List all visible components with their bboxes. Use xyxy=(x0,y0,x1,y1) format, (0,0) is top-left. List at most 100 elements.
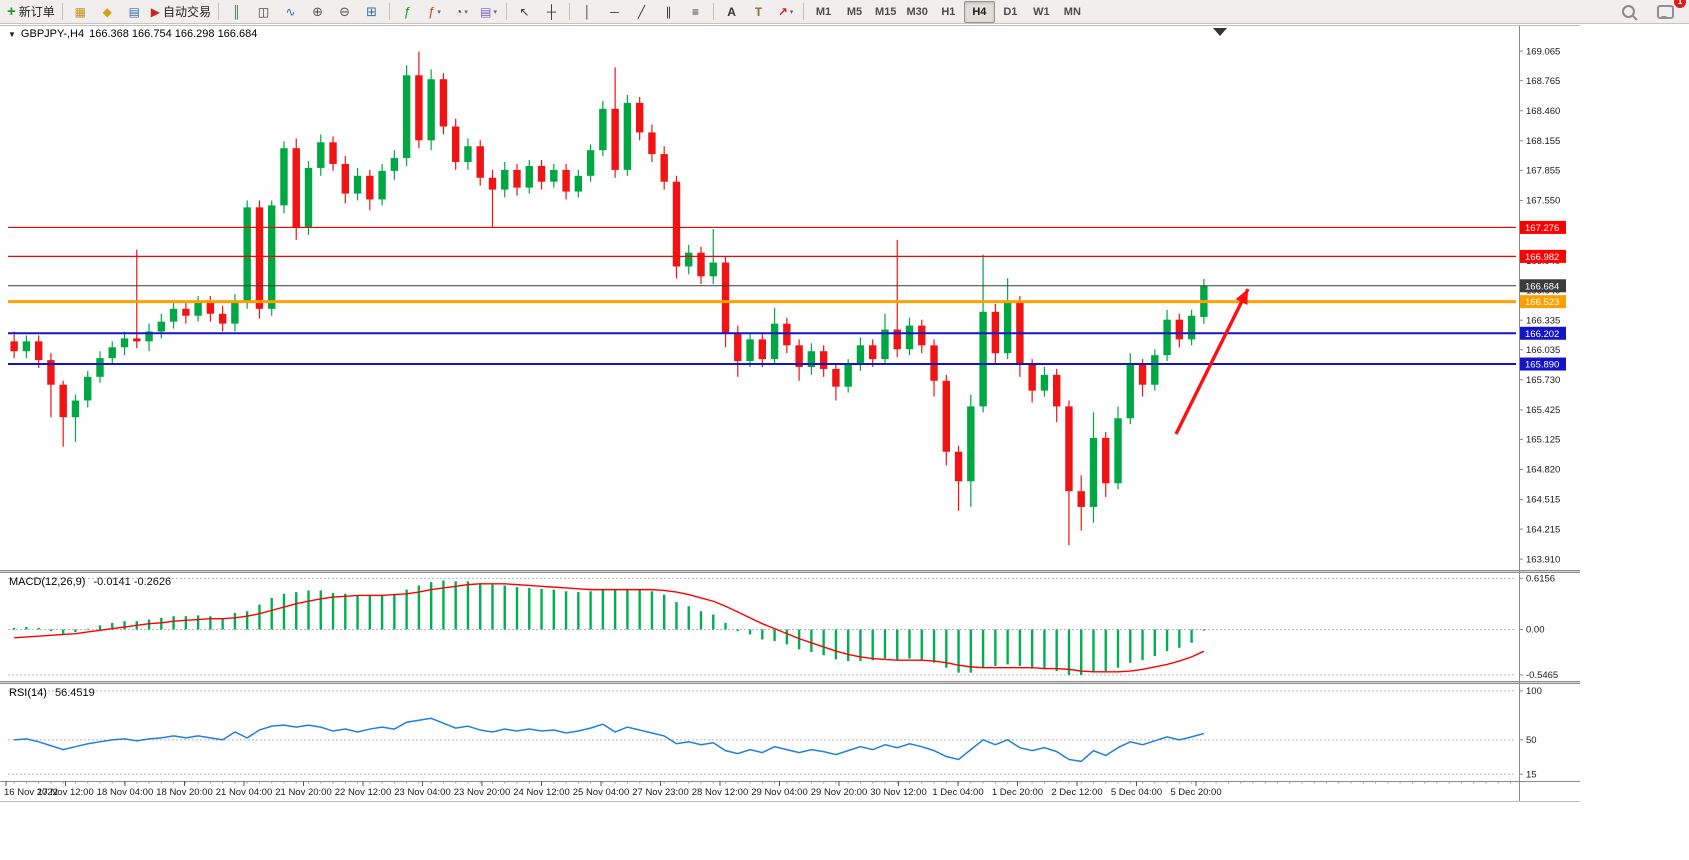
crosshair-icon: ┼ xyxy=(546,4,557,19)
price-axis: 169.065 168.765 168.460 168.155 167.855 167.5… xyxy=(1519,46,1566,565)
svg-text:168.460: 168.460 xyxy=(1526,106,1560,117)
text-label-button[interactable]: T xyxy=(745,1,772,23)
chart-header: ▼ GBPJPY-,H4 166.368 166.754 166.298 166… xyxy=(8,28,257,40)
horizontal-line-button[interactable]: ─ xyxy=(601,1,628,23)
indicators-button[interactable]: ƒ xyxy=(394,1,421,23)
timeframe-H1-button[interactable]: H1 xyxy=(941,5,956,18)
add-indicator-icon: ƒ xyxy=(428,4,436,19)
svg-text:25 Nov 04:00: 25 Nov 04:00 xyxy=(573,787,630,798)
chevron-down-icon: ▾ xyxy=(464,8,468,16)
vertical-line-icon: │ xyxy=(583,4,592,19)
new-chart-button[interactable]: ▦ xyxy=(67,1,94,23)
svg-text:30 Nov 12:00: 30 Nov 12:00 xyxy=(870,787,927,798)
svg-text:22 Nov 12:00: 22 Nov 12:00 xyxy=(335,787,392,798)
svg-text:167.550: 167.550 xyxy=(1526,196,1560,207)
one-click-trading-icon[interactable]: ▼ xyxy=(8,29,16,39)
candles-layer xyxy=(10,51,1208,546)
svg-text:21 Nov 20:00: 21 Nov 20:00 xyxy=(275,787,332,798)
timeframe-W1-button[interactable]: W1 xyxy=(1033,5,1050,18)
chevron-down-icon: ▾ xyxy=(437,8,441,16)
profiles-button[interactable]: ◆ xyxy=(94,1,121,23)
timeframe-H4-button[interactable]: H4 xyxy=(963,0,995,23)
chart-line-button[interactable]: ∿ xyxy=(277,1,304,23)
trend-arrow[interactable] xyxy=(1174,288,1250,435)
macd-values: -0.0141 -0.2626 xyxy=(93,576,172,588)
svg-text:164.215: 164.215 xyxy=(1526,524,1560,535)
svg-text:165.425: 165.425 xyxy=(1526,405,1560,416)
timeframe-MN-button[interactable]: MN xyxy=(1063,5,1081,18)
svg-text:164.515: 164.515 xyxy=(1526,495,1560,506)
add-indicator-button[interactable]: ƒ ▾ xyxy=(421,1,448,23)
equidistant-channel-button[interactable]: ∥ xyxy=(655,1,682,23)
notifications-button[interactable]: 1 xyxy=(1652,0,1686,23)
svg-text:168.765: 168.765 xyxy=(1526,76,1560,87)
timeframe-M30-button[interactable]: M30 xyxy=(906,5,928,18)
vertical-line-button[interactable]: │ xyxy=(574,1,601,23)
svg-text:18 Nov 04:00: 18 Nov 04:00 xyxy=(97,787,154,798)
templates-button[interactable]: ▤ ▾ xyxy=(475,1,502,23)
zoom-in-button[interactable]: ⊕ xyxy=(304,1,331,23)
timeframe-M1-button[interactable]: M1 xyxy=(815,5,832,18)
macd-signal-line xyxy=(14,583,1205,673)
rsi-name: RSI(14) xyxy=(9,687,47,699)
chart-ohlc-values: 166.368 166.754 166.298 166.684 xyxy=(89,28,258,40)
svg-text:-0.5465: -0.5465 xyxy=(1526,670,1558,681)
search-button[interactable] xyxy=(1615,1,1642,23)
svg-text:163.910: 163.910 xyxy=(1526,554,1560,565)
toolbar-separator xyxy=(61,3,63,20)
timeframe-D1-button[interactable]: D1 xyxy=(1003,5,1018,18)
svg-text:29 Nov 20:00: 29 Nov 20:00 xyxy=(811,787,868,798)
horizontal-level-lines[interactable] xyxy=(8,226,1516,366)
price-level-tag: 165.890 xyxy=(1520,357,1566,371)
timeframe-M5-button[interactable]: M5 xyxy=(846,5,863,18)
svg-text:166.982: 166.982 xyxy=(1525,252,1559,263)
svg-text:1 Dec 20:00: 1 Dec 20:00 xyxy=(992,787,1043,798)
new-order-icon: + xyxy=(7,3,16,20)
chart-candles-icon: ◫ xyxy=(257,4,270,19)
chart-bars-button[interactable]: ║ xyxy=(223,1,250,23)
toolbar-separator xyxy=(803,3,805,20)
market-watch-icon: ▤ xyxy=(128,4,140,19)
text-button[interactable]: A xyxy=(718,1,745,23)
auto-trading-icon: ▶ xyxy=(150,4,161,19)
chart-shift-marker[interactable] xyxy=(1213,28,1227,36)
fibonacci-button[interactable]: ≡ xyxy=(682,1,709,23)
svg-text:5 Dec 04:00: 5 Dec 04:00 xyxy=(1111,787,1162,798)
trendline-button[interactable]: ╱ xyxy=(628,1,655,23)
chevron-down-icon: ▾ xyxy=(789,8,794,16)
svg-text:50: 50 xyxy=(1526,735,1537,746)
svg-text:29 Nov 04:00: 29 Nov 04:00 xyxy=(751,787,808,798)
rsi-values: 56.4519 xyxy=(54,687,95,699)
tile-windows-button[interactable]: ⊞ xyxy=(358,1,385,23)
svg-text:167.855: 167.855 xyxy=(1526,166,1560,177)
price-level-tag: 166.202 xyxy=(1520,326,1566,340)
comment-icon xyxy=(1657,4,1674,19)
arrows-button[interactable]: ↗ ▾ xyxy=(772,1,799,23)
timeframe-M15-button[interactable]: M15 xyxy=(875,5,897,18)
crosshair-button[interactable]: ┼ xyxy=(538,1,565,23)
chart-line-icon: ∿ xyxy=(285,4,296,19)
chart-candles-button[interactable]: ◫ xyxy=(250,1,277,23)
rsi-pane[interactable]: 100 50 15 xyxy=(8,686,1542,780)
macd-histogram xyxy=(12,580,1206,676)
periods-button[interactable]: ◔ ▾ xyxy=(448,1,475,23)
zoom-out-button[interactable]: ⊖ xyxy=(331,1,358,23)
svg-text:21 Nov 04:00: 21 Nov 04:00 xyxy=(216,787,273,798)
new-chart-icon: ▦ xyxy=(74,4,86,19)
svg-text:166.335: 166.335 xyxy=(1526,315,1560,326)
market-watch-button[interactable]: ▤ xyxy=(121,1,148,23)
new-order-button[interactable]: + 新订单 xyxy=(4,1,58,23)
cursor-button[interactable]: ↖ xyxy=(511,1,538,23)
rsi-indicator-label: RSI(14) 56.4519 xyxy=(9,687,95,699)
arrows-icon: ↗ xyxy=(777,4,788,19)
tile-windows-icon: ⊞ xyxy=(366,4,377,19)
periods-icon: ◔ xyxy=(455,4,463,19)
svg-text:17 Nov 12:00: 17 Nov 12:00 xyxy=(37,787,94,798)
price-level-tag: 167.276 xyxy=(1520,220,1566,234)
macd-pane[interactable]: 0.6156 0.00 -0.5465 xyxy=(8,574,1558,682)
chevron-down-icon: ▾ xyxy=(493,8,497,16)
svg-text:166.035: 166.035 xyxy=(1526,345,1560,356)
auto-trading-button[interactable]: ▶ 自动交易 xyxy=(148,1,214,23)
